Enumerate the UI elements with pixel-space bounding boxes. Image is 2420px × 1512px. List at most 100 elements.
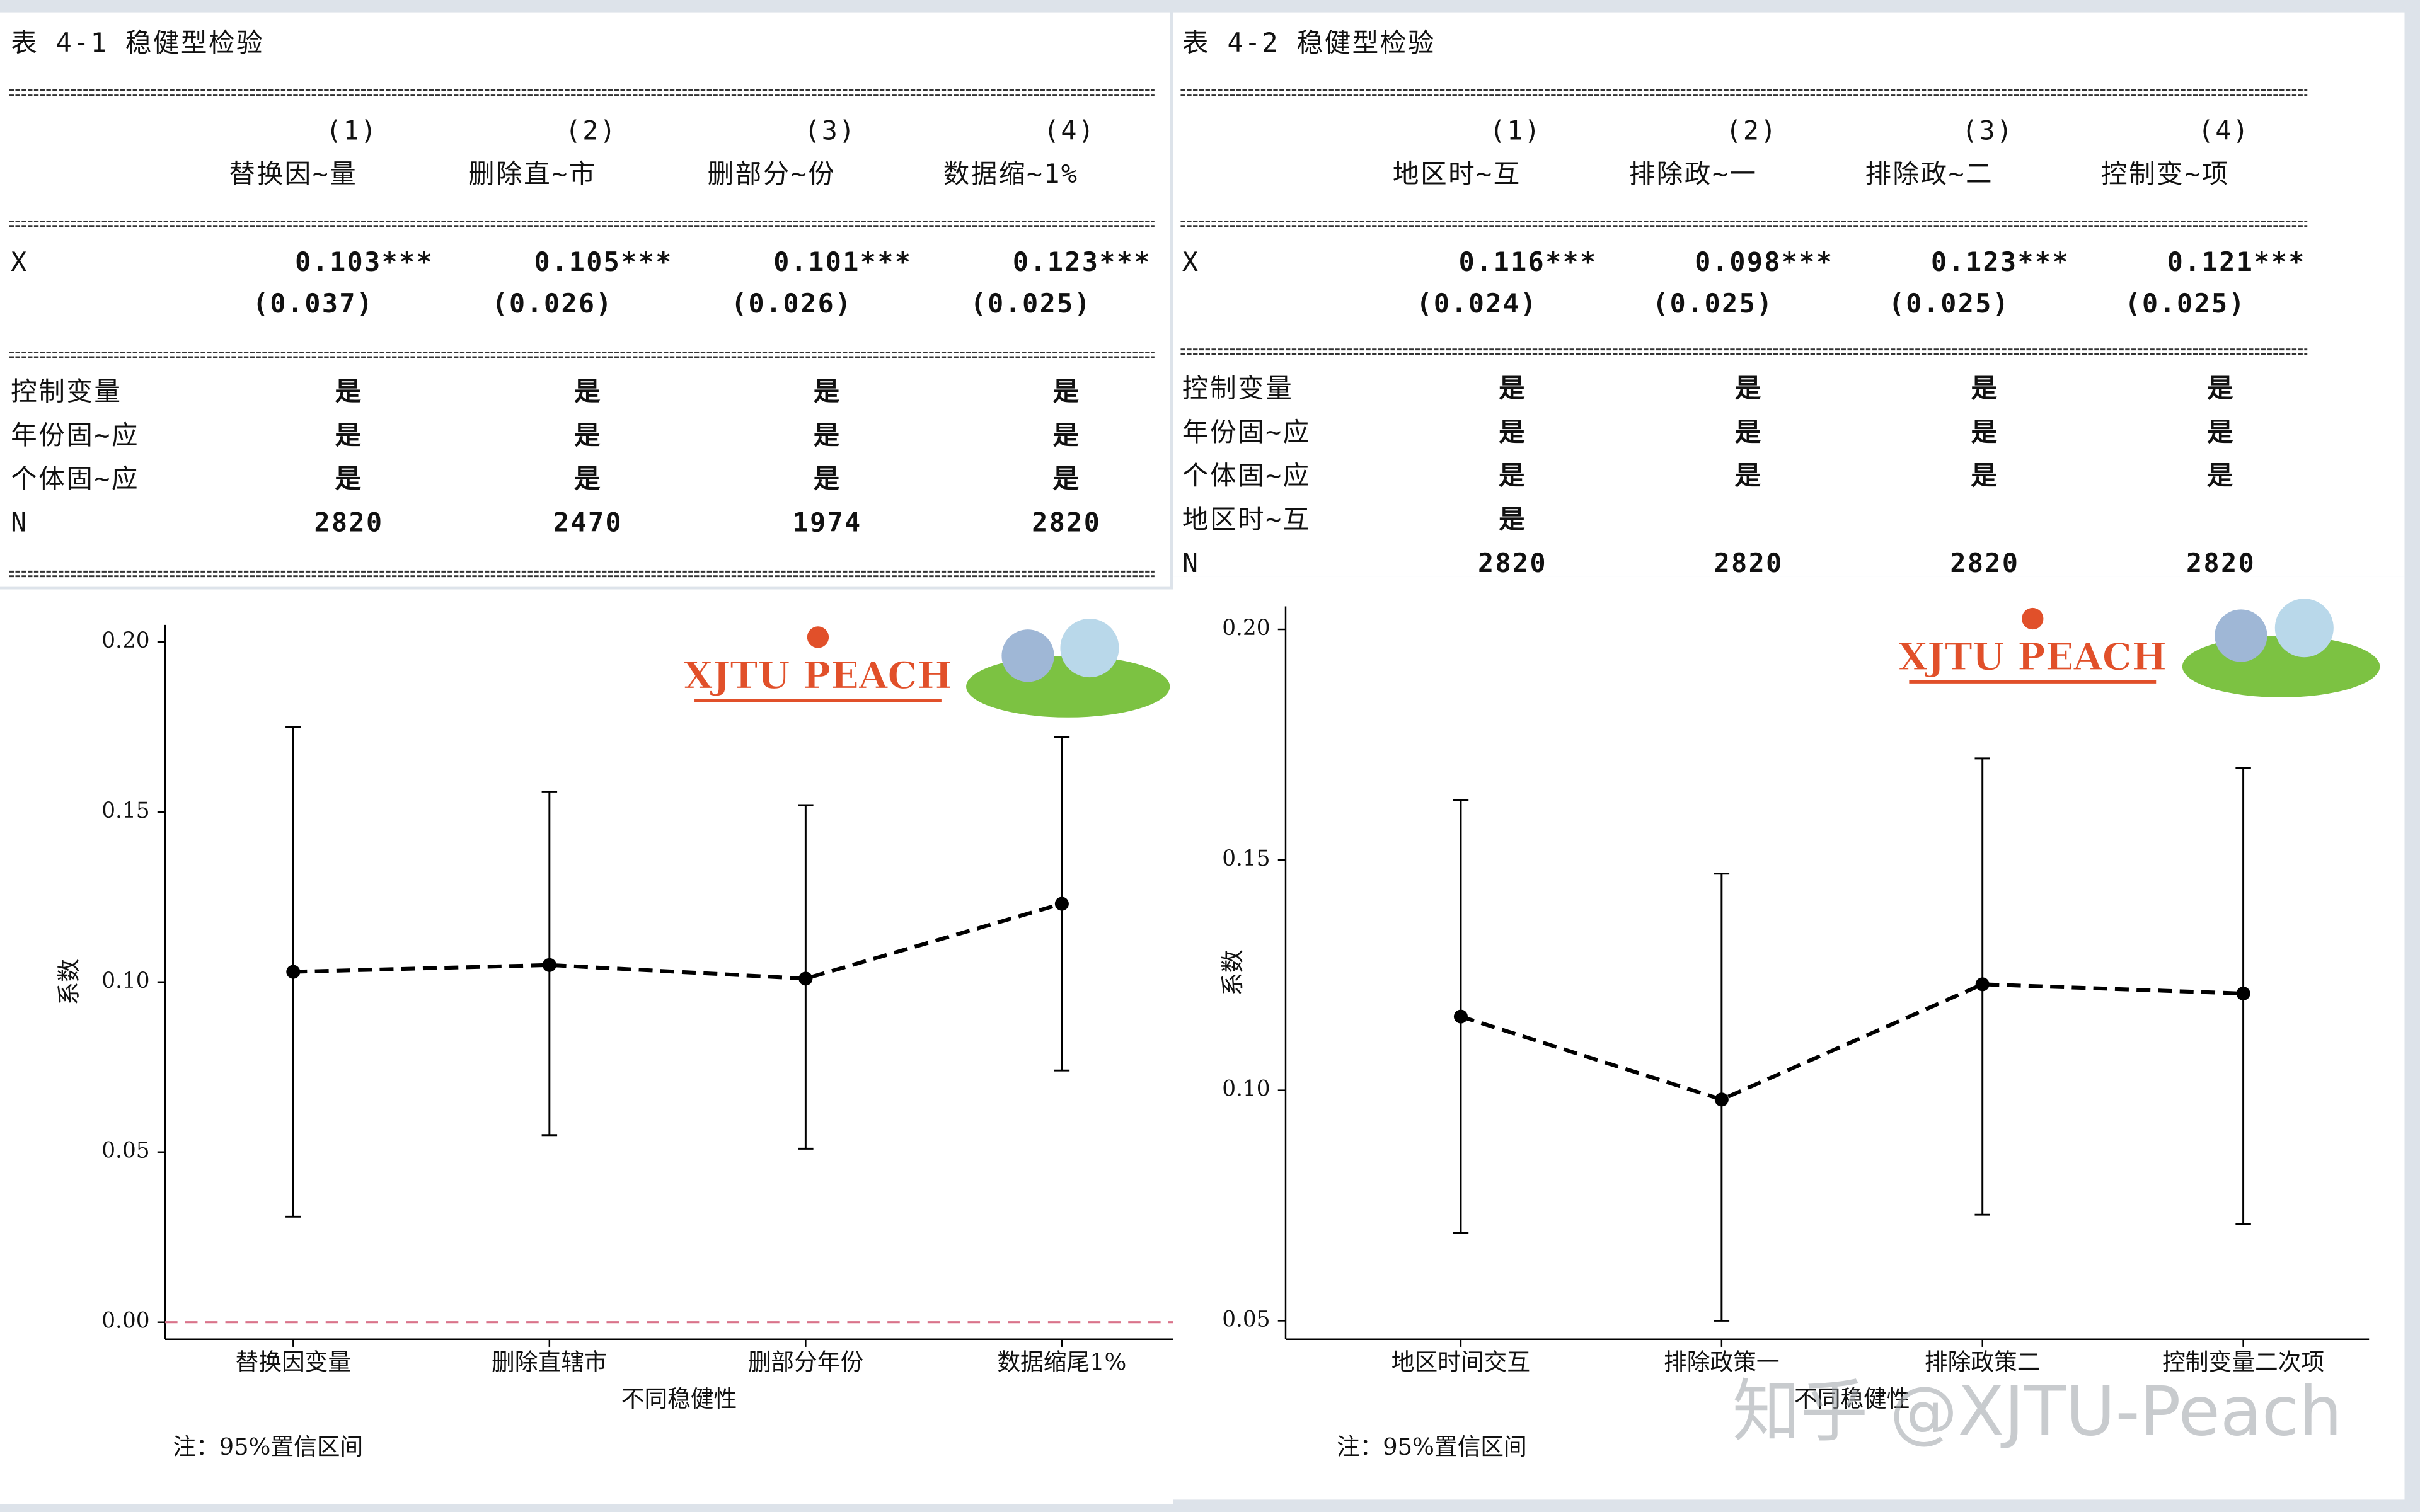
table-cell: 是: [1499, 460, 1526, 491]
y-tick-label: 0.15: [1222, 846, 1270, 871]
row-label: 地区时~互: [1182, 504, 1311, 535]
y-tick-label: 0.10: [101, 968, 149, 994]
coefficient: 0.123***: [1013, 246, 1151, 277]
x-tick-label: 排除政策一: [1664, 1348, 1780, 1375]
x-axis-label: 不同稳健性: [1794, 1385, 1910, 1412]
column-name: 排除政~二: [1865, 158, 1993, 189]
cartoon-shape: [1001, 629, 1054, 682]
table-cell: 是: [814, 375, 841, 406]
table-cell: 1974: [793, 507, 862, 537]
table-cell: 是: [1499, 416, 1526, 447]
table-panel: [0, 12, 1170, 587]
row-label: 个体固~应: [1182, 460, 1311, 491]
standard-error: (0.037): [253, 288, 374, 319]
y-tick-label: 0.05: [101, 1138, 149, 1164]
table-cell: 是: [574, 420, 602, 450]
watermark: 知乎 @XJTU-Peach: [1732, 1372, 2342, 1451]
x-tick-label: 删部分年份: [748, 1348, 864, 1375]
standard-error: (0.025): [971, 288, 1092, 319]
table-cell: 2820: [314, 507, 383, 537]
trend-line: [1460, 982, 2244, 1102]
table-cell: 是: [1052, 375, 1080, 406]
table-cell: 是: [2207, 416, 2235, 447]
x-tick-label: 数据缩尾1%: [997, 1348, 1126, 1375]
y-tick-label: 0.00: [101, 1309, 149, 1334]
point: [1714, 1092, 1729, 1107]
coefficient: 0.101***: [773, 246, 912, 277]
table-title: 表 4-2 稳健型检验: [1182, 27, 1436, 58]
logo-text: XJTU PEACH: [684, 654, 952, 697]
table-cell: 2820: [1032, 507, 1101, 537]
column-number: (4): [1044, 115, 1096, 146]
column-name: 删除直~市: [468, 158, 597, 189]
standard-error: (0.025): [1889, 288, 2010, 319]
table-cell: 是: [2207, 373, 2235, 404]
table-cell: 是: [574, 463, 602, 494]
table-title: 表 4-1 稳健型检验: [11, 27, 264, 58]
table-panel: [1173, 12, 2405, 577]
point: [542, 958, 556, 972]
x-tick-label: 替换因变量: [236, 1348, 352, 1375]
table-cell: 是: [1735, 460, 1763, 491]
table-cell: 是: [1499, 504, 1526, 535]
coefficient: 0.123***: [1931, 246, 2070, 277]
x-tick-label: 删除直辖市: [492, 1348, 608, 1375]
point: [798, 971, 813, 986]
x-tick-label: 地区时间交互: [1392, 1348, 1530, 1375]
table-cell: 2820: [1950, 547, 2019, 578]
table-cell: 是: [335, 463, 362, 494]
y-tick-label: 0.05: [1222, 1307, 1270, 1332]
x-tick-label: 控制变量二次项: [2162, 1348, 2324, 1375]
x-axis-label: 不同稳健性: [621, 1385, 737, 1412]
row-label: 控制变量: [11, 375, 122, 406]
table-cell: 是: [814, 420, 841, 450]
column-number: (3): [1962, 115, 2014, 146]
coefficient: 0.105***: [534, 246, 673, 277]
column-number: (2): [1726, 115, 1778, 146]
point: [2236, 986, 2250, 1001]
chart-panel: [1173, 576, 2405, 1500]
y-tick-label: 0.15: [101, 798, 149, 823]
table-cell: 是: [1735, 373, 1763, 404]
table-cell: 是: [1499, 373, 1526, 404]
row-label: N: [1182, 547, 1200, 578]
table-cell: 是: [1971, 373, 1998, 404]
column-name: 数据缩~1%: [943, 158, 1079, 189]
column-number: (3): [804, 115, 856, 146]
column-name: 地区时~互: [1393, 158, 1521, 189]
standard-error: (0.025): [2124, 288, 2246, 319]
table-cell: 是: [574, 375, 602, 406]
column-name: 排除政~一: [1629, 158, 1758, 189]
y-tick-label: 0.20: [101, 628, 149, 653]
table-cell: 是: [335, 420, 362, 450]
cartoon: [966, 598, 2380, 718]
standard-error: (0.026): [492, 288, 613, 319]
column-number: (4): [2198, 115, 2250, 146]
coefficient: 0.103***: [295, 246, 434, 277]
table-cell: 是: [1052, 420, 1080, 450]
note: 注：95%置信区间: [1337, 1433, 1527, 1460]
row-label: 年份固~应: [11, 420, 139, 450]
table-cell: 是: [1052, 463, 1080, 494]
y-tick-label: 0.20: [1222, 616, 1270, 641]
row-label: N: [11, 507, 28, 537]
column-number: (1): [1490, 115, 1542, 146]
point: [286, 965, 301, 979]
coefficient: 0.121***: [2167, 246, 2306, 277]
row-label: X: [1182, 246, 1200, 277]
note: 注：95%置信区间: [173, 1433, 363, 1460]
table-cell: 是: [1735, 416, 1763, 447]
table-cell: 2820: [2186, 547, 2256, 578]
row-label: 个体固~应: [11, 463, 139, 494]
table-cell: 是: [1971, 460, 1998, 491]
point: [1054, 896, 1069, 911]
table-cell: 是: [814, 463, 841, 494]
column-name: 替换因~量: [229, 158, 357, 189]
point: [1453, 1009, 1468, 1024]
row-label: 年份固~应: [1182, 416, 1311, 447]
coefficient: 0.116***: [1459, 246, 1598, 277]
logo-text: XJTU PEACH: [1898, 635, 2167, 679]
column-name: 删部分~份: [708, 158, 836, 189]
chart-panel: [0, 589, 1173, 1504]
